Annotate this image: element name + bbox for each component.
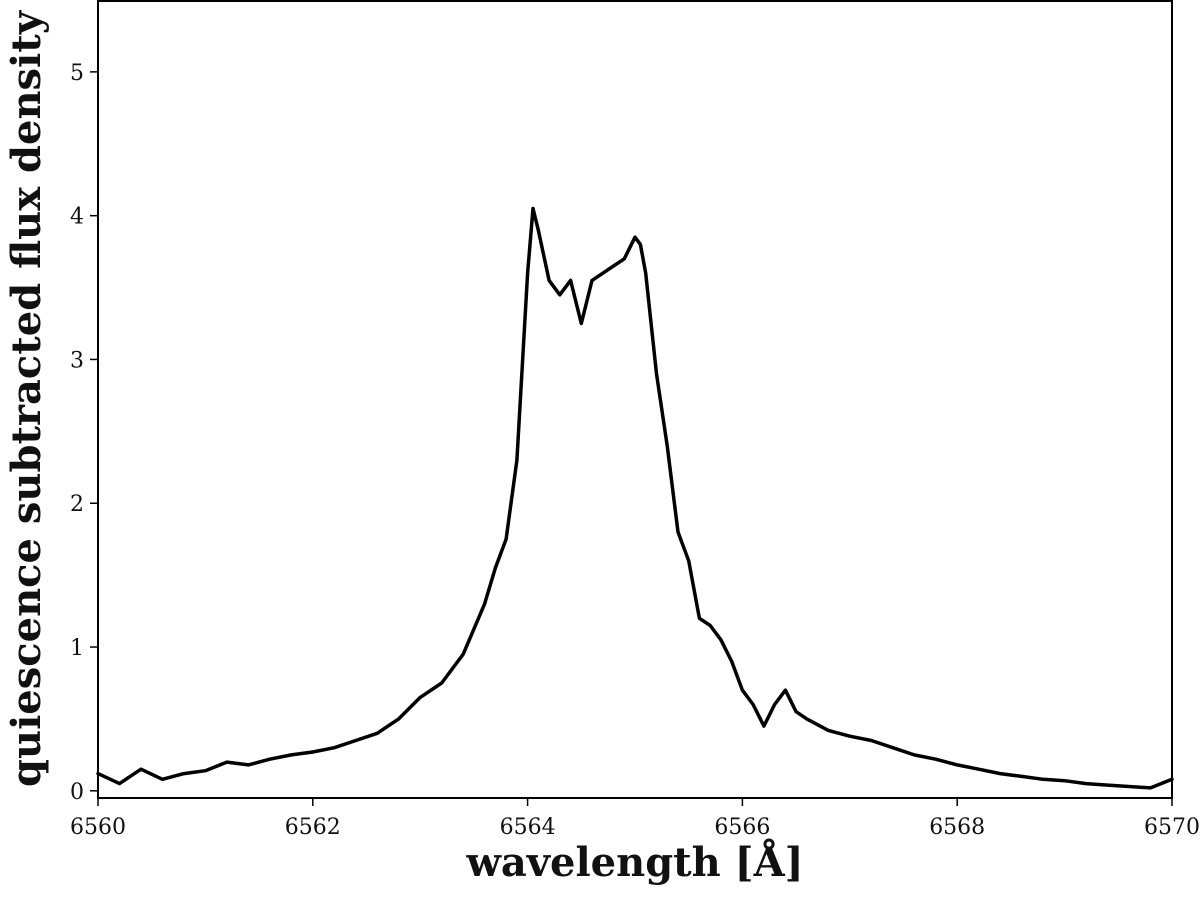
plot-area bbox=[96, 206, 1174, 790]
x-tick-label: 6568 bbox=[929, 815, 985, 840]
y-tick-label: 0 bbox=[70, 780, 84, 805]
y-tick-label: 2 bbox=[70, 492, 84, 517]
x-tick-label: 6562 bbox=[285, 815, 341, 840]
axis-ticks: 6560 6562 6564 6566 6568 6570 0 1 2 3 4 5 bbox=[70, 61, 1200, 840]
y-tick-label: 4 bbox=[70, 205, 84, 230]
x-tick-label: 6564 bbox=[500, 815, 556, 840]
series-line-1 bbox=[96, 206, 1174, 790]
y-tick-label: 1 bbox=[70, 636, 84, 661]
x-tick-label: 6560 bbox=[70, 815, 126, 840]
y-tick-label: 5 bbox=[70, 61, 84, 86]
y-axis-label: quiescence subtracted flux density bbox=[3, 9, 50, 787]
x-axis-label: wavelength [Å] bbox=[465, 839, 803, 886]
plot-frame bbox=[97, 0, 1173, 799]
x-tick-label: 6566 bbox=[714, 815, 770, 840]
x-tick-label: 6570 bbox=[1144, 815, 1200, 840]
y-tick-label: 3 bbox=[70, 348, 84, 373]
